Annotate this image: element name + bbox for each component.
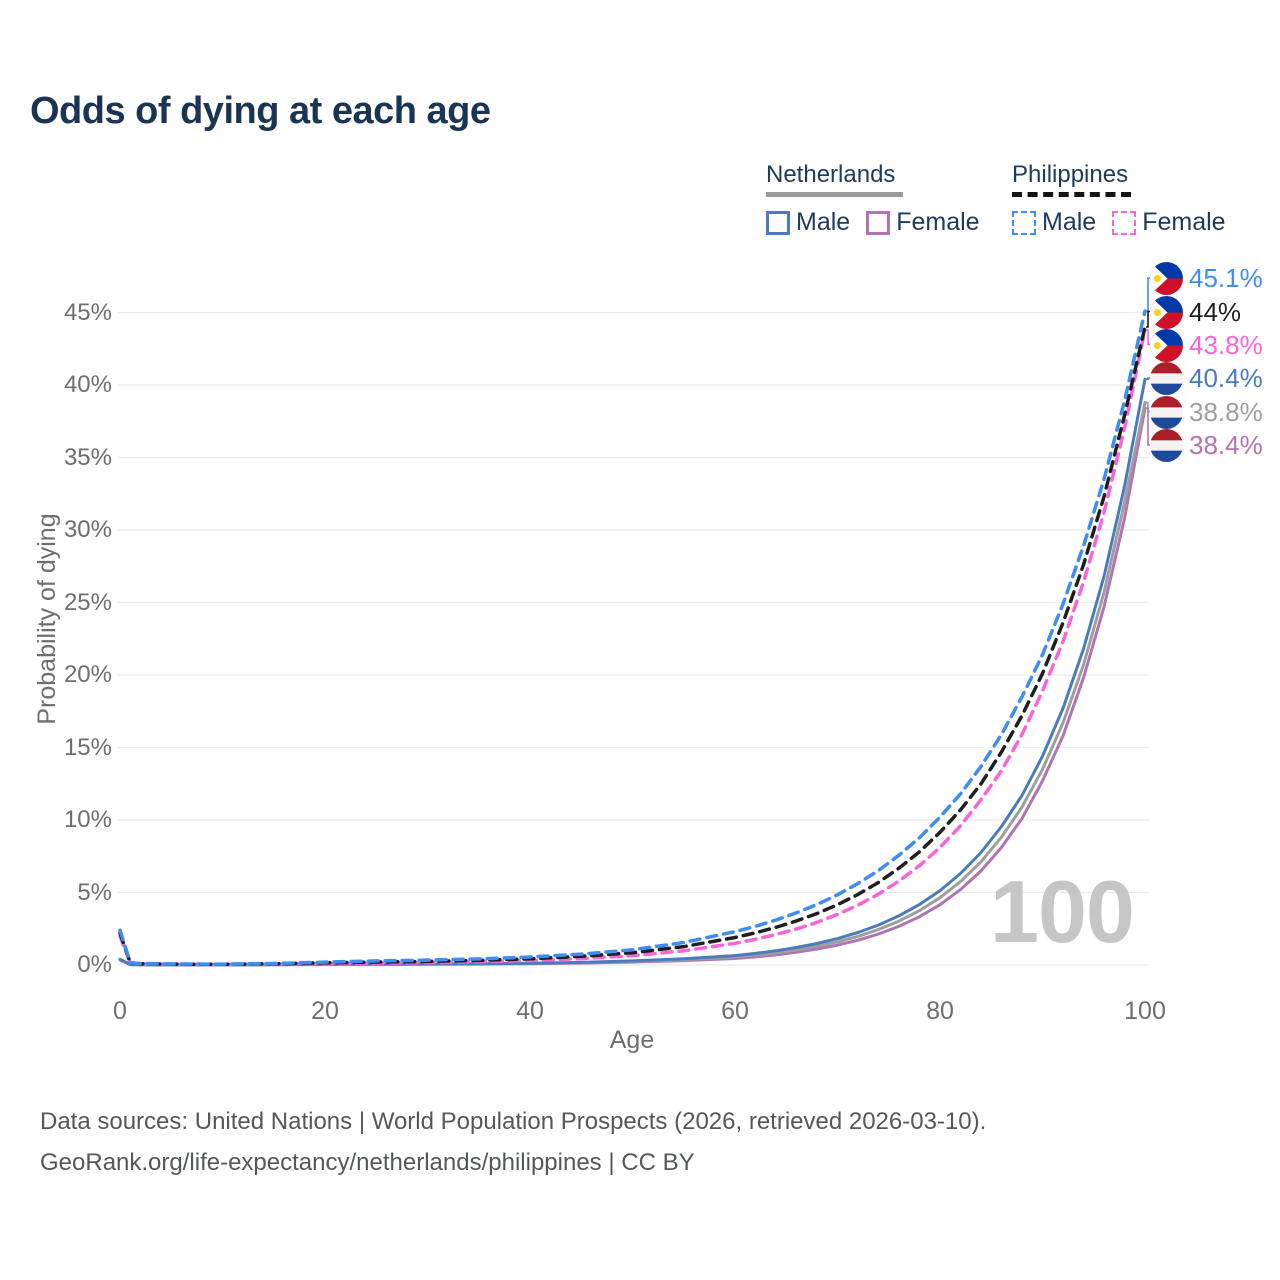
philippines-male-swatch[interactable] [1012, 210, 1036, 235]
end-value: 45.1% [1189, 263, 1263, 293]
legend-item-netherlands-female[interactable]: Female [896, 208, 980, 236]
philippines-flag-icon [1150, 295, 1183, 329]
x-axis-title: Age [609, 1026, 655, 1054]
y-tick-25: 25% [63, 589, 112, 616]
y-tick-10: 10% [63, 806, 112, 833]
end-value: 43.8% [1189, 330, 1263, 360]
legend-item-philippines-female[interactable]: Female [1142, 208, 1226, 236]
netherlands-female-swatch[interactable] [866, 210, 891, 235]
legend-country-philippines[interactable]: Philippines [1012, 161, 1129, 188]
legend-item-philippines-male[interactable]: Male [1042, 208, 1097, 236]
x-tick-100: 100 [1124, 997, 1166, 1025]
end-label-philippines-male: 45.1% [1150, 261, 1263, 295]
x-tick-80: 80 [926, 997, 954, 1025]
end-label-netherlands-male: 40.4% [1150, 361, 1263, 395]
y-tick-30: 30% [63, 516, 112, 543]
data-sources-text: Data sources: United Nations | World Pop… [40, 1108, 987, 1135]
end-value: 44% [1189, 297, 1242, 327]
end-value: 38.4% [1189, 430, 1263, 460]
y-tick-5: 5% [77, 879, 112, 906]
y-tick-40: 40% [63, 371, 112, 398]
y-tick-0: 0% [77, 951, 112, 978]
attribution-text: GeoRank.org/life-expectancy/netherlands/… [40, 1149, 695, 1176]
x-tick-40: 40 [516, 997, 544, 1025]
netherlands-line-swatch [766, 192, 903, 197]
end-value: 38.8% [1189, 397, 1263, 427]
age-counter-watermark: 100 [990, 862, 1135, 961]
x-tick-60: 60 [721, 997, 749, 1025]
end-label-netherlands-total: 38.8% [1150, 395, 1263, 429]
y-tick-45: 45% [63, 299, 112, 326]
legend-country-netherlands[interactable]: Netherlands [766, 161, 896, 188]
legend-group-netherlands: Netherlands Male Female [766, 162, 980, 237]
x-tick-20: 20 [311, 997, 339, 1025]
netherlands-flag-icon [1150, 428, 1183, 462]
y-tick-20: 20% [63, 661, 112, 688]
page-title: Odds of dying at each age [30, 90, 491, 132]
philippines-female-swatch[interactable] [1112, 210, 1137, 235]
legend-item-netherlands-male[interactable]: Male [796, 208, 851, 236]
end-value: 40.4% [1189, 363, 1263, 393]
netherlands-male-swatch[interactable] [766, 210, 790, 235]
philippines-line-swatch [1012, 192, 1131, 197]
end-label-netherlands-female: 38.4% [1150, 428, 1263, 462]
philippines-flag-icon [1150, 261, 1183, 295]
philippines-flag-icon [1150, 328, 1183, 362]
y-tick-35: 35% [63, 444, 112, 471]
y-tick-15: 15% [63, 734, 112, 761]
y-axis-title: Probability of dying [33, 513, 61, 725]
end-label-philippines-female: 43.8% [1150, 328, 1263, 362]
netherlands-flag-icon [1150, 395, 1183, 429]
x-tick-0: 0 [113, 997, 127, 1025]
netherlands-flag-icon [1150, 361, 1183, 395]
legend-group-philippines: Philippines Male Female [1012, 162, 1226, 237]
end-label-philippines-total: 44% [1150, 295, 1241, 329]
